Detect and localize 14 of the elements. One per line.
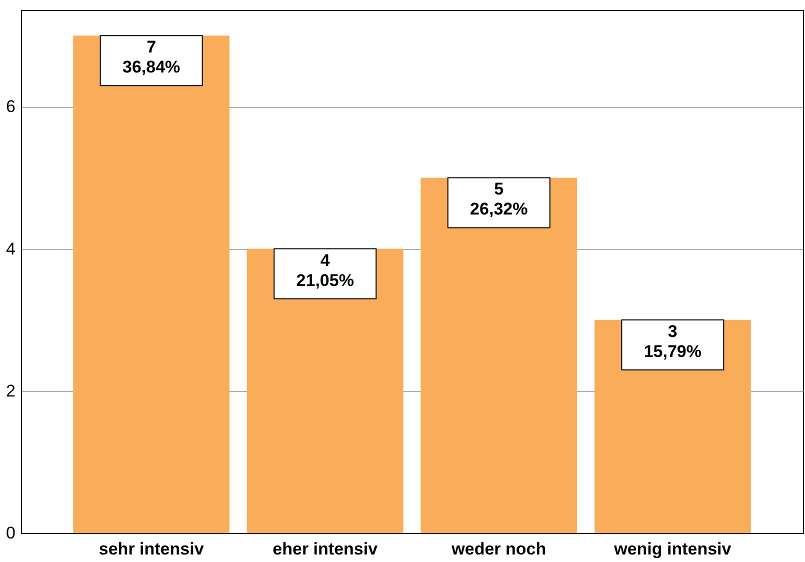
- y-tick-label: 0: [6, 524, 16, 542]
- y-tick-label: 4: [6, 239, 16, 258]
- x-tick-label: sehr intensiv: [98, 540, 204, 558]
- data-label: 4 21,05%: [296, 250, 354, 290]
- bar: [73, 36, 230, 533]
- data-label: 7 36,84%: [122, 38, 180, 77]
- x-tick-label: eher intensiv: [272, 540, 378, 558]
- data-label: 5 26,32%: [470, 180, 528, 219]
- x-tick-label: wenig intensiv: [613, 540, 732, 558]
- data-label: 3 15,79%: [644, 322, 702, 361]
- bar: [420, 178, 578, 533]
- y-tick-label: 6: [6, 97, 16, 116]
- x-tick-label: weder noch: [450, 540, 546, 558]
- y-tick-label: 2: [6, 381, 16, 400]
